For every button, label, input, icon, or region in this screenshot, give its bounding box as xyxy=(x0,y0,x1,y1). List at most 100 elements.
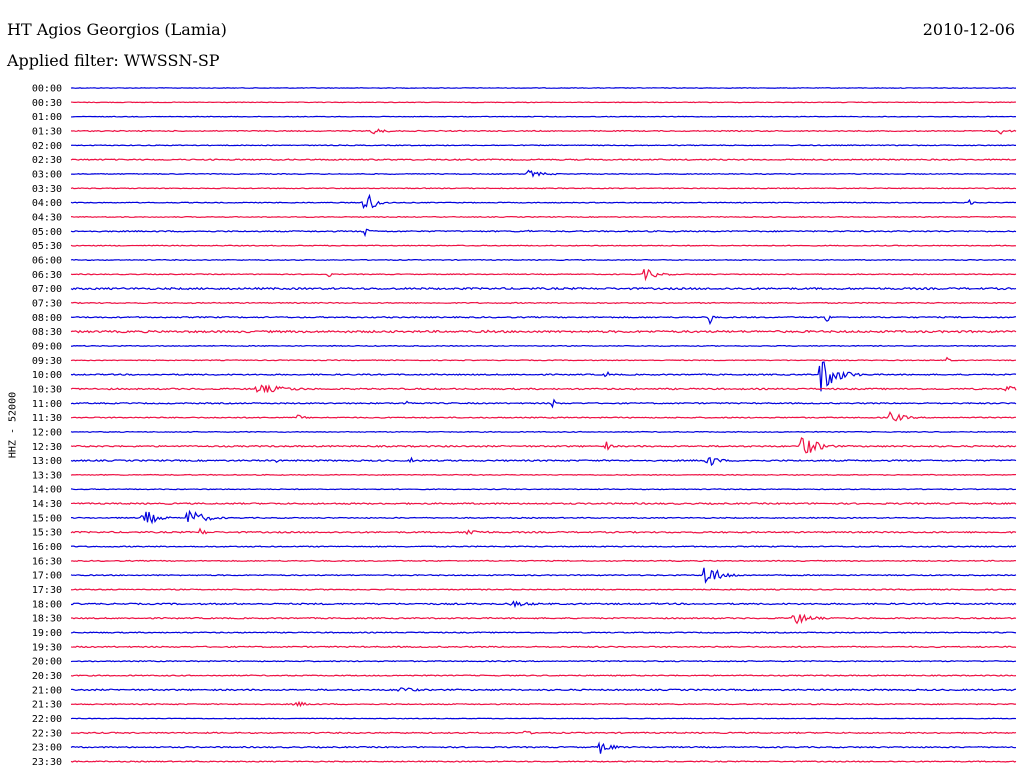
tick-label: 08:30 xyxy=(32,327,62,338)
trace-0400 xyxy=(70,193,1017,210)
tick-label: 05:30 xyxy=(32,241,62,252)
trace-0700 xyxy=(70,286,1017,291)
trace-1000 xyxy=(70,361,1017,392)
trace-0430 xyxy=(70,215,1017,219)
tick-label: 17:00 xyxy=(32,571,62,582)
tick-label: 07:30 xyxy=(32,298,62,309)
trace-0230 xyxy=(70,158,1017,161)
trace-0300 xyxy=(70,169,1017,178)
tick-label: 10:30 xyxy=(32,384,62,395)
tick-label: 16:00 xyxy=(32,542,62,553)
trace-1830 xyxy=(70,613,1017,625)
trace-1630 xyxy=(70,559,1017,563)
tick-label: 19:00 xyxy=(32,628,62,639)
trace-1330 xyxy=(70,473,1017,476)
trace-0500 xyxy=(70,228,1017,238)
trace-0630 xyxy=(70,268,1017,282)
trace-1400 xyxy=(70,488,1017,491)
tick-label: 22:00 xyxy=(32,714,62,725)
tick-label: 12:30 xyxy=(32,442,62,453)
trace-1800 xyxy=(70,600,1017,609)
trace-0000 xyxy=(70,87,1017,89)
tick-label: 18:00 xyxy=(32,599,62,610)
trace-0830 xyxy=(70,329,1017,334)
tick-label: 02:30 xyxy=(32,155,62,166)
trace-1530 xyxy=(70,527,1017,536)
tick-label: 16:30 xyxy=(32,556,62,567)
tick-label: 02:00 xyxy=(32,141,62,152)
trace-1730 xyxy=(70,588,1017,591)
tick-label: 20:00 xyxy=(32,657,62,668)
trace-2130 xyxy=(70,700,1017,708)
tick-label: 15:00 xyxy=(32,513,62,524)
tick-label: 04:00 xyxy=(32,198,62,209)
tick-label: 08:00 xyxy=(32,313,62,324)
tick-label: 23:00 xyxy=(32,743,62,754)
trace-0730 xyxy=(70,301,1017,305)
record-date: 2010-12-06 xyxy=(922,20,1015,39)
tick-label: 21:30 xyxy=(32,700,62,711)
trace-0330 xyxy=(70,187,1017,190)
trace-0130 xyxy=(70,128,1017,135)
tick-label: 19:30 xyxy=(32,642,62,653)
tick-label: 20:30 xyxy=(32,671,62,682)
trace-1300 xyxy=(70,456,1017,467)
tick-label: 09:30 xyxy=(32,356,62,367)
tick-label: 12:00 xyxy=(32,427,62,438)
tick-label: 14:00 xyxy=(32,485,62,496)
trace-0800 xyxy=(70,315,1017,326)
tick-label: 03:30 xyxy=(32,184,62,195)
trace-1900 xyxy=(70,631,1017,634)
trace-2030 xyxy=(70,674,1017,677)
trace-2230 xyxy=(70,730,1017,735)
trace-0600 xyxy=(70,258,1017,262)
tick-label: 23:30 xyxy=(32,757,62,768)
tick-label: 01:30 xyxy=(32,126,62,137)
tick-label: 00:00 xyxy=(32,84,62,95)
tick-label: 17:30 xyxy=(32,585,62,596)
trace-2200 xyxy=(70,717,1017,720)
trace-2330 xyxy=(70,760,1017,763)
trace-0100 xyxy=(70,115,1017,118)
traces xyxy=(70,87,1017,763)
trace-1100 xyxy=(70,398,1017,409)
tick-label: 01:00 xyxy=(32,112,62,123)
trace-0900 xyxy=(70,344,1017,348)
tick-label: 21:00 xyxy=(32,685,62,696)
tick-label: 07:00 xyxy=(32,284,62,295)
tick-label: 09:00 xyxy=(32,341,62,352)
tick-label: 15:30 xyxy=(32,528,62,539)
trace-1200 xyxy=(70,430,1017,433)
tick-label: 13:30 xyxy=(32,470,62,481)
tick-labels: 00:00 00:30 01:00 01:30 02:00 02:30 03:00 03:30… xyxy=(32,84,62,769)
trace-0030 xyxy=(70,101,1017,104)
tick-label: 11:00 xyxy=(32,399,62,410)
tick-label: 06:30 xyxy=(32,270,62,281)
trace-1030 xyxy=(70,384,1017,394)
trace-1230 xyxy=(70,437,1017,454)
trace-2100 xyxy=(70,687,1017,692)
trace-1500 xyxy=(70,509,1017,525)
tick-label: 11:30 xyxy=(32,413,62,424)
tick-label: 14:30 xyxy=(32,499,62,510)
tick-label: 22:30 xyxy=(32,728,62,739)
tick-label: 04:30 xyxy=(32,212,62,223)
trace-0200 xyxy=(70,144,1017,147)
trace-2300 xyxy=(70,741,1017,754)
trace-0530 xyxy=(70,244,1017,247)
tick-label: 05:00 xyxy=(32,227,62,238)
trace-1430 xyxy=(70,502,1017,506)
trace-1130 xyxy=(70,410,1017,422)
filter-label: Applied filter: WWSSN-SP xyxy=(7,51,220,70)
trace-2000 xyxy=(70,660,1017,663)
trace-1930 xyxy=(70,645,1017,649)
tick-label: 03:00 xyxy=(32,169,62,180)
trace-1700 xyxy=(70,567,1017,584)
tick-label: 18:30 xyxy=(32,614,62,625)
trace-0930 xyxy=(70,356,1017,362)
tick-label: 00:30 xyxy=(32,98,62,109)
tick-label: 10:00 xyxy=(32,370,62,381)
page-title: HT Agios Georgios (Lamia) xyxy=(7,20,227,39)
tick-label: 06:00 xyxy=(32,255,62,266)
